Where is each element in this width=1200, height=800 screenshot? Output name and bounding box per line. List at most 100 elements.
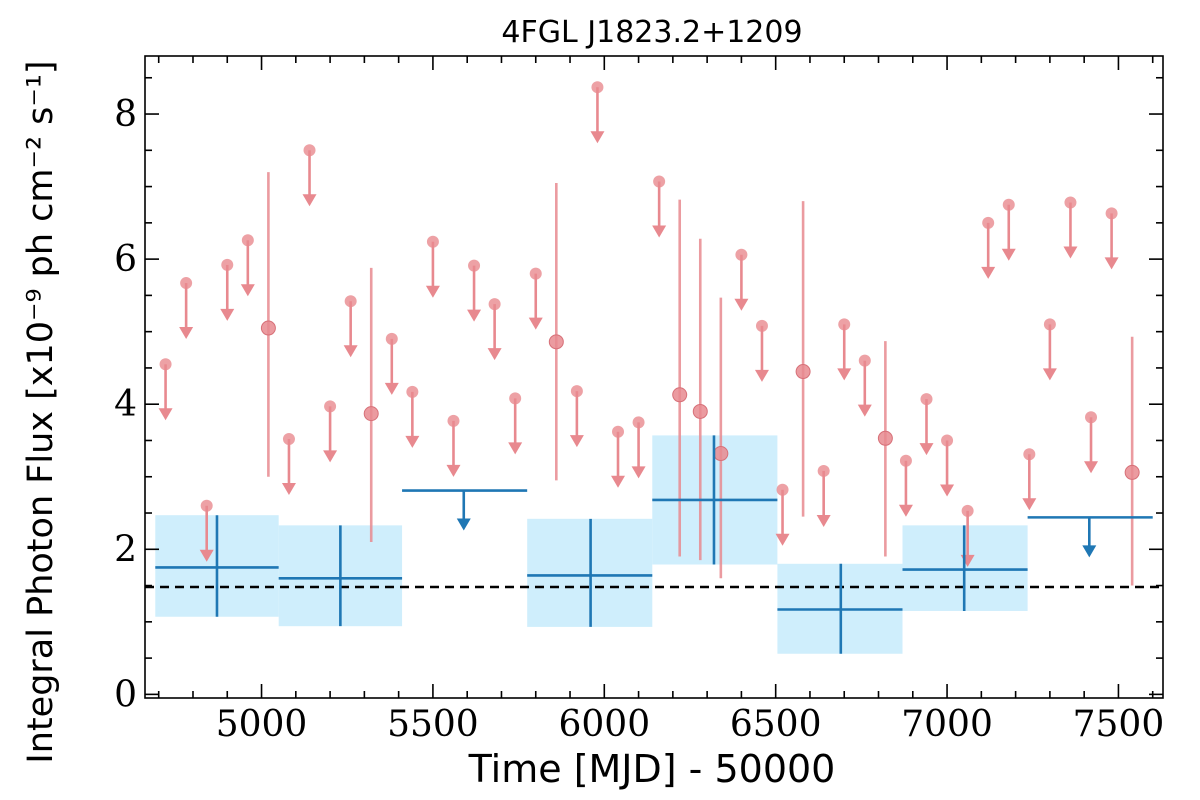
short-bin-upper-limit-arrow-head: [384, 382, 399, 395]
short-bin-upper-limit-point: [509, 392, 522, 405]
short-bin-upper-limit-point: [591, 81, 604, 94]
short-bin-upper-limit-arrow-head: [446, 464, 461, 477]
short-bin-upper-limit-arrow-head: [569, 435, 584, 448]
chart-title: 4FGL J1823.2+1209: [501, 15, 802, 50]
long-bin-markers: [155, 435, 1153, 654]
long-bin-upper-limit-arrow-head: [1082, 545, 1097, 558]
short-bin-upper-limit-arrow-head: [919, 443, 934, 456]
short-bin-upper-limit-point: [941, 434, 954, 447]
short-bin-upper-limit-point: [1023, 448, 1036, 461]
short-bin-upper-limit-arrow-head: [898, 504, 913, 517]
short-bin-detection-point: [877, 430, 893, 446]
short-bin-upper-limit-arrow-head: [837, 368, 852, 381]
short-bin-upper-limit-point: [426, 235, 439, 248]
short-bin-upper-limit-arrow-head: [1042, 368, 1057, 381]
short-bin-detection-point: [363, 406, 379, 422]
short-bin-upper-limit-arrow-head: [199, 549, 214, 562]
short-bin-upper-limit-point: [221, 258, 234, 271]
x-tick-label: 6000: [558, 704, 650, 745]
short-bin-upper-limit-arrow-head: [734, 298, 749, 311]
short-bin-upper-limit-arrow-head: [240, 284, 255, 297]
y-tick-label: 0: [114, 674, 137, 715]
short-bin-upper-limit-point: [241, 234, 254, 247]
y-axis-title: Integral Photon Flux [x10⁻⁹ ph cm⁻² s⁻¹]: [21, 60, 61, 763]
short-bin-upper-limit-arrow-head: [1001, 248, 1016, 261]
short-bin-upper-limit-arrow-head: [405, 435, 420, 448]
short-bin-upper-limit-arrow-head: [179, 327, 194, 340]
x-tick-label: 5000: [216, 704, 308, 745]
short-bin-upper-limit-point: [200, 499, 213, 512]
short-bin-detection-point: [795, 364, 811, 380]
short-bin-upper-limit-point: [653, 175, 666, 188]
short-bin-upper-limit-arrow-head: [754, 369, 769, 382]
short-bin-upper-limit-arrow-head: [981, 266, 996, 279]
short-bin-upper-limit-point: [982, 216, 995, 229]
short-bin-upper-limit-point: [735, 248, 748, 261]
short-bin-upper-limit-point: [858, 354, 871, 367]
short-bin-upper-limit-point: [1002, 198, 1015, 211]
short-bin-upper-limit-arrow-head: [1022, 498, 1037, 511]
short-bin-upper-limit-arrow-head: [281, 483, 296, 496]
short-bin-upper-limit-arrow-head: [343, 345, 358, 358]
x-tick-label: 7500: [1073, 704, 1165, 745]
short-bin-upper-limit-point: [180, 277, 193, 290]
short-bin-markers: [158, 81, 1140, 586]
short-bin-upper-limit-arrow-head: [220, 308, 235, 321]
short-bin-upper-limit-point: [776, 483, 789, 496]
short-bin-upper-limit-point: [1043, 318, 1056, 331]
short-bin-upper-limit-point: [159, 358, 172, 371]
short-bin-upper-limit-arrow-head: [1084, 461, 1099, 474]
short-bin-detection-point: [548, 334, 564, 350]
short-bin-upper-limit-arrow-head: [508, 442, 523, 455]
short-bin-upper-limit-point: [1064, 196, 1077, 209]
short-bin-upper-limit-point: [612, 425, 625, 438]
axis-ticks: [145, 56, 1163, 698]
x-tick-label: 6500: [730, 704, 822, 745]
y-tick-label: 6: [114, 239, 137, 280]
tick-labels: 5000 5500 6000 6500 7000 7500 0 2 4 6 8: [114, 94, 1164, 745]
short-bin-upper-limit-arrow-head: [158, 408, 173, 421]
short-bin-upper-limit-point: [324, 400, 337, 413]
short-bin-upper-limit-point: [755, 319, 768, 332]
short-bin-upper-limit-point: [1105, 207, 1118, 220]
short-bin-detection-point: [672, 387, 688, 403]
short-bin-upper-limit-arrow-head: [528, 317, 543, 330]
x-axis-title: Time [MJD] - 50000: [468, 747, 836, 791]
short-bin-upper-limit-arrow-head: [323, 450, 338, 463]
short-bin-upper-limit-point: [838, 318, 851, 331]
short-bin-upper-limit-point: [282, 433, 295, 446]
short-bin-upper-limit-arrow-head: [1104, 257, 1119, 270]
short-bin-upper-limit-arrow-head: [590, 131, 605, 144]
short-bin-detection-point: [692, 403, 708, 419]
short-bin-upper-limit-point: [406, 385, 419, 398]
short-bin-upper-limit-point: [447, 414, 460, 427]
short-bin-upper-limit-point: [920, 393, 933, 406]
long-bin-upper-limit-arrow-head: [456, 518, 471, 531]
short-bin-upper-limit-point: [961, 504, 974, 517]
short-bin-upper-limit-arrow-head: [631, 466, 646, 479]
short-bin-detection-point: [1124, 464, 1140, 480]
short-bin-detection-point: [260, 320, 276, 336]
short-bin-upper-limit-point: [1085, 411, 1098, 424]
short-bin-upper-limit-point: [529, 267, 542, 280]
short-bin-upper-limit-arrow-head: [611, 475, 626, 488]
short-bin-upper-limit-arrow-head: [775, 533, 790, 546]
short-bin-upper-limit-arrow-head: [652, 225, 667, 238]
short-bin-upper-limit-point: [385, 332, 398, 345]
short-bin-upper-limit-arrow-head: [940, 484, 955, 497]
short-bin-upper-limit-arrow-head: [816, 514, 831, 527]
short-bin-upper-limit-point: [817, 464, 830, 477]
short-bin-upper-limit-arrow-head: [857, 404, 872, 417]
short-bin-upper-limit-point: [344, 295, 357, 308]
y-tick-label: 8: [114, 94, 137, 135]
short-bin-upper-limit-arrow-head: [487, 348, 502, 361]
short-bin-upper-limit-point: [570, 385, 583, 398]
short-bin-upper-limit-arrow-head: [425, 285, 440, 298]
short-bin-upper-limit-point: [303, 144, 316, 157]
x-tick-label: 5500: [387, 704, 479, 745]
short-bin-upper-limit-arrow-head: [1063, 246, 1078, 259]
y-tick-label: 4: [114, 384, 137, 425]
short-bin-upper-limit-point: [899, 454, 912, 467]
